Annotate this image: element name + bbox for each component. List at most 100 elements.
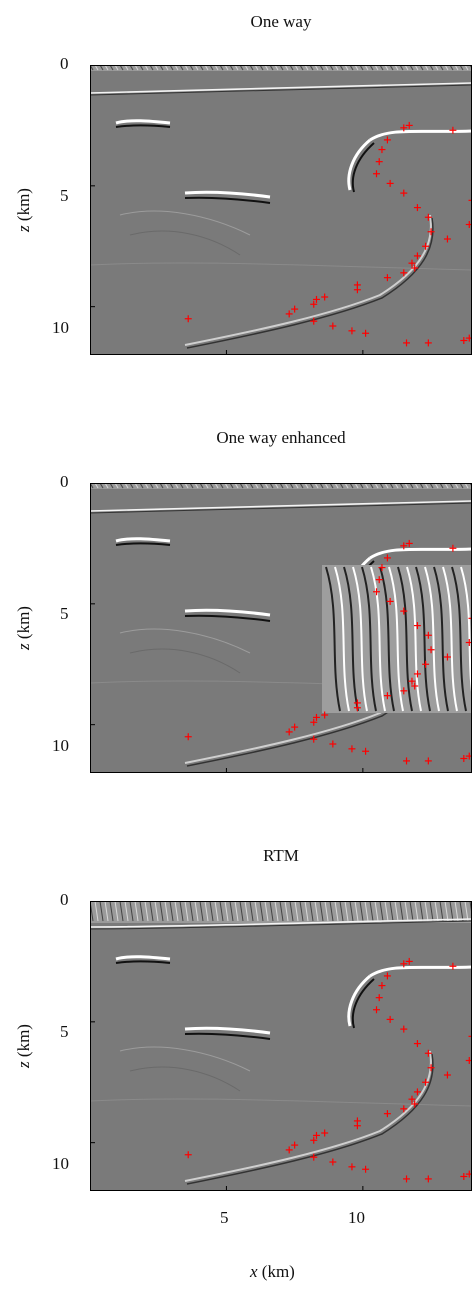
x-tick-label: 5	[220, 1208, 229, 1227]
noise-streak	[384, 901, 389, 922]
faint-reflector	[119, 1046, 251, 1072]
salt-reflector	[184, 190, 271, 199]
noise-streak	[304, 901, 309, 922]
noise-streak	[369, 901, 374, 922]
red-cross-marker	[285, 310, 293, 318]
noise-streak	[319, 901, 324, 922]
seismic-image-one-way-enhanced	[90, 483, 472, 773]
noise-streak	[194, 901, 199, 922]
x-axis-label: x (km)	[250, 1262, 295, 1281]
red-cross-marker	[378, 564, 386, 572]
red-cross-marker	[413, 204, 421, 212]
red-cross-marker	[329, 1158, 337, 1166]
red-cross-marker	[400, 189, 408, 197]
noise-streak	[389, 901, 394, 922]
noise-streak	[294, 901, 299, 922]
red-cross-marker	[400, 542, 408, 550]
seismic-image-one-way	[90, 65, 472, 355]
enhanced-stripe	[343, 566, 359, 712]
salt-flank	[369, 965, 472, 978]
noise-streak	[114, 901, 119, 922]
noise-streak	[259, 901, 264, 922]
red-cross-marker	[403, 1175, 411, 1183]
salt-reflector-shadow	[184, 196, 271, 204]
red-cross-marker	[424, 339, 432, 347]
seafloor-reflector-shadow	[90, 920, 472, 930]
red-cross-marker	[424, 757, 432, 765]
y-axis-label: z (km)	[13, 1024, 33, 1068]
x-tick-label: 10	[348, 1208, 365, 1227]
seafloor-reflector	[90, 500, 472, 512]
noise-streak	[334, 901, 339, 922]
red-cross-marker	[378, 146, 386, 154]
red-cross-marker	[424, 631, 432, 639]
noise-streak	[164, 901, 169, 922]
red-cross-marker	[353, 704, 361, 712]
y-axis-label: z (km)	[13, 606, 33, 650]
red-cross-marker	[386, 1015, 394, 1023]
red-cross-marker	[310, 718, 318, 726]
red-cross-marker	[408, 677, 416, 685]
y-tick-label: 10	[52, 736, 69, 755]
red-cross-marker	[424, 1049, 432, 1057]
red-cross-marker	[184, 1151, 192, 1159]
noise-streak	[129, 901, 134, 922]
red-cross-marker	[460, 755, 468, 762]
red-cross-marker	[422, 660, 430, 668]
red-cross-marker	[449, 962, 457, 970]
red-cross-marker	[405, 957, 413, 965]
noise-streak	[279, 901, 284, 922]
red-cross-marker	[383, 136, 391, 144]
red-cross-marker	[400, 607, 408, 615]
noise-streak	[354, 901, 359, 922]
enhanced-stripe	[361, 566, 377, 712]
red-cross-marker	[362, 1165, 370, 1173]
enhanced-stripe	[424, 566, 440, 712]
noise-streak	[419, 901, 424, 922]
noise-streak	[94, 901, 99, 922]
noise-streak	[344, 901, 349, 922]
red-cross-marker	[375, 158, 383, 166]
red-cross-marker	[348, 327, 356, 335]
noise-streak	[124, 901, 129, 922]
red-cross-marker	[413, 1088, 421, 1096]
red-cross-marker	[373, 1006, 380, 1014]
red-cross-marker	[310, 300, 318, 308]
y-tick-label: 5	[60, 604, 69, 623]
red-cross-marker	[312, 295, 320, 303]
enhanced-stripe	[370, 566, 386, 712]
red-cross-marker	[375, 576, 383, 584]
red-cross-marker	[375, 994, 383, 1002]
noise-streak	[274, 901, 279, 922]
noise-streak	[134, 901, 139, 922]
red-cross-marker	[408, 1095, 416, 1103]
enhanced-stripe	[379, 566, 395, 712]
noise-streak	[449, 901, 454, 922]
seafloor-reflector-shadow	[90, 502, 472, 514]
noise-streak	[339, 901, 344, 922]
noise-streak	[144, 901, 149, 922]
noise-streak	[189, 901, 194, 922]
red-cross-marker	[460, 1173, 468, 1180]
red-cross-marker	[422, 1078, 430, 1086]
noise-streak	[244, 901, 249, 922]
enhanced-stripe	[451, 566, 467, 712]
red-cross-marker	[424, 213, 432, 221]
red-cross-marker	[468, 614, 472, 622]
red-cross-marker	[413, 622, 421, 630]
red-cross-marker	[427, 1064, 435, 1072]
red-cross-marker	[411, 264, 419, 272]
red-cross-marker	[405, 539, 413, 547]
red-cross-marker	[383, 1110, 391, 1118]
noise-streak	[204, 901, 209, 922]
red-cross-marker	[312, 713, 320, 721]
image-background	[90, 65, 472, 355]
noise-streak	[234, 901, 239, 922]
marker-layer	[184, 957, 472, 1183]
y-tick-label: 0	[60, 890, 69, 909]
noise-streak	[229, 901, 234, 922]
red-cross-marker	[184, 315, 192, 323]
salt-reflector-shadow	[184, 1032, 271, 1040]
red-cross-marker	[310, 1136, 318, 1144]
image-background	[90, 901, 472, 1191]
